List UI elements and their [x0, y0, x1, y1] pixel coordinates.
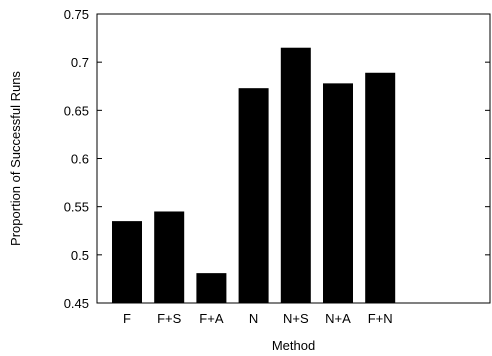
x-axis: F F+S F+A N N+S N+A F+N: [123, 311, 393, 326]
y-tick-label: 0.65: [64, 103, 89, 118]
y-tick-label: 0.5: [71, 248, 89, 263]
y-tick-label: 0.7: [71, 55, 89, 70]
bar-f: [112, 221, 142, 303]
bar-n-plus-a: [323, 83, 353, 303]
y-tick-label: 0.45: [64, 296, 89, 311]
bar-f-plus-a: [196, 273, 227, 303]
y-axis: 0.45 0.5 0.55 0.6 0.65 0.7 0.75: [64, 7, 490, 311]
x-tick-label: F+S: [157, 311, 182, 326]
y-tick-label: 0.55: [64, 200, 89, 215]
x-tick-label: N+A: [325, 311, 351, 326]
x-tick-label: F: [123, 311, 131, 326]
bars: [112, 47, 396, 303]
y-tick-label: 0.6: [71, 152, 89, 167]
bar-f-plus-s: [154, 211, 185, 303]
bar-f-plus-n: [365, 72, 396, 303]
bar-n-plus-s: [280, 47, 311, 303]
x-tick-label: F+N: [368, 311, 393, 326]
bar-n: [238, 88, 269, 303]
y-tick-label: 0.75: [64, 7, 89, 22]
x-tick-label: N+S: [283, 311, 309, 326]
x-tick-label: F+A: [199, 311, 224, 326]
x-tick-label: N: [249, 311, 258, 326]
x-axis-label: Method: [272, 338, 315, 353]
y-axis-label: Proportion of Successful Runs: [8, 71, 23, 246]
